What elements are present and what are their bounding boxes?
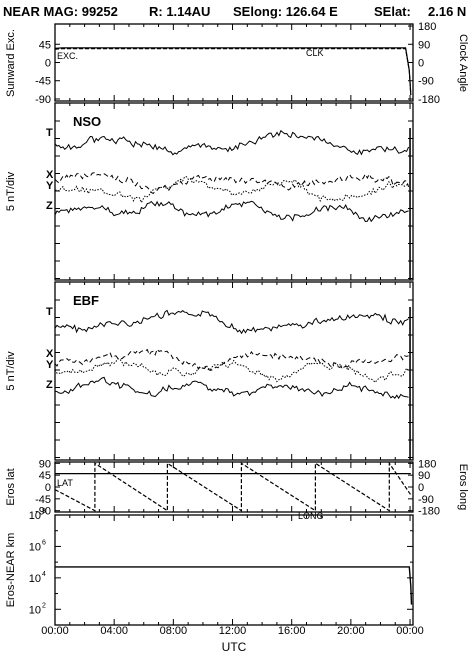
x-tick-label: 04:00 bbox=[100, 625, 128, 637]
header-selat-value: 2.16 N bbox=[428, 4, 467, 19]
eros-lat-ytick-label: -90 bbox=[35, 506, 51, 518]
distance-axis-label: Eros-NEAR km bbox=[5, 533, 17, 608]
angles-right-ytick-label: -180 bbox=[418, 94, 440, 106]
ebf-panel-frame bbox=[54, 281, 414, 461]
eros-long-ytick-label: -180 bbox=[418, 506, 440, 518]
ebf-label-y: Y bbox=[46, 359, 54, 371]
ebf-component-y-line bbox=[54, 358, 410, 384]
eros-long-ytick-label: 0 bbox=[418, 482, 424, 494]
x-tick-label: 00:00 bbox=[41, 625, 69, 637]
angles-right-ytick-label: 180 bbox=[418, 21, 436, 33]
clk-series-label: CLK bbox=[306, 48, 324, 58]
angles-right-ytick-label: 0 bbox=[418, 58, 424, 70]
ebf-component-t-line bbox=[54, 309, 409, 335]
eros-lat-ytick-label: 90 bbox=[39, 458, 51, 470]
eros-long-axis-label: Eros long bbox=[457, 464, 469, 510]
distance-ytick-label: 10 bbox=[29, 541, 41, 553]
distance-ytick-exponent: 8 bbox=[42, 508, 46, 515]
distance-ytick-label: 10 bbox=[29, 510, 41, 522]
ebf-label-t: T bbox=[46, 306, 53, 318]
header-selong: SElong: 126.64 E bbox=[233, 4, 338, 19]
angles-right-ytick-label: -90 bbox=[418, 76, 434, 88]
exc-series-line bbox=[54, 47, 412, 95]
nso-component-x-line bbox=[54, 172, 410, 195]
exc-series-label: EXC. bbox=[57, 51, 78, 61]
sunward-exc-axis-label: Sunward Exc. bbox=[5, 29, 17, 97]
nso-component-t-line bbox=[54, 129, 410, 156]
angles-left-ytick-label: 45 bbox=[39, 39, 51, 51]
x-tick-label: 08:00 bbox=[160, 625, 188, 637]
distance-ytick-label: 10 bbox=[29, 604, 41, 616]
distance-panel-frame bbox=[54, 514, 414, 626]
x-tick-label: 00:00 bbox=[396, 625, 424, 637]
long-series-label: LONG bbox=[298, 511, 324, 521]
ebf-component-z-line bbox=[54, 376, 409, 400]
nso-component-z-line bbox=[54, 200, 409, 223]
distance-ytick-exponent: 4 bbox=[42, 571, 46, 578]
nso-component-y-line bbox=[54, 176, 409, 204]
distance-ytick-label: 10 bbox=[29, 573, 41, 585]
ebf-frame-label: EBF bbox=[73, 293, 99, 308]
nso-axis-label: 5 nT/div bbox=[5, 171, 17, 211]
x-tick-label: 20:00 bbox=[337, 625, 365, 637]
header-distance: R: 1.14AU bbox=[149, 4, 211, 19]
eros-lat-ytick-label: 0 bbox=[45, 482, 51, 494]
ebf-component-x-line bbox=[54, 348, 409, 371]
eros-long-ytick-label: 90 bbox=[418, 470, 430, 482]
x-tick-label: 12:00 bbox=[219, 625, 247, 637]
nso-label-t: T bbox=[46, 127, 53, 139]
long-series-line bbox=[54, 461, 412, 512]
nso-label-y: Y bbox=[46, 180, 54, 192]
eros-lat-ytick-label: 45 bbox=[39, 470, 51, 482]
nso-label-z: Z bbox=[46, 200, 53, 212]
angles-right-ytick-label: 90 bbox=[418, 39, 430, 51]
x-axis-label: UTC bbox=[222, 640, 247, 654]
eros-lat-ytick-label: -45 bbox=[35, 494, 51, 506]
eros-position-panel-frame bbox=[54, 461, 414, 513]
clock-angle-axis-label: Clock Angle bbox=[457, 34, 469, 92]
lat-series-label: LAT bbox=[57, 478, 73, 488]
header-mission: NEAR MAG: 99252 bbox=[3, 4, 118, 19]
nso-label-x: X bbox=[46, 169, 54, 181]
ebf-axis-label: 5 nT/div bbox=[5, 351, 17, 391]
angles-left-ytick-label: 0 bbox=[45, 58, 51, 70]
eros-long-ytick-label: -90 bbox=[418, 494, 434, 506]
ebf-label-z: Z bbox=[46, 379, 53, 391]
distance-series-line bbox=[55, 566, 413, 605]
angles-left-ytick-label: -45 bbox=[35, 76, 51, 88]
nso-frame-label: NSO bbox=[73, 114, 101, 129]
clk-series-line bbox=[54, 48, 412, 95]
header-selat: SElat: bbox=[374, 4, 411, 19]
distance-ytick-exponent: 6 bbox=[42, 539, 46, 546]
eros-lat-axis-label: Eros lat bbox=[5, 468, 17, 505]
angles-left-ytick-label: -90 bbox=[35, 94, 51, 106]
distance-ytick-exponent: 2 bbox=[42, 602, 46, 609]
angles-panel-frame bbox=[54, 23, 414, 102]
x-tick-label: 16:00 bbox=[278, 625, 306, 637]
ebf-label-x: X bbox=[46, 348, 54, 360]
eros-long-ytick-label: 180 bbox=[418, 458, 436, 470]
nso-panel-frame bbox=[54, 102, 414, 281]
